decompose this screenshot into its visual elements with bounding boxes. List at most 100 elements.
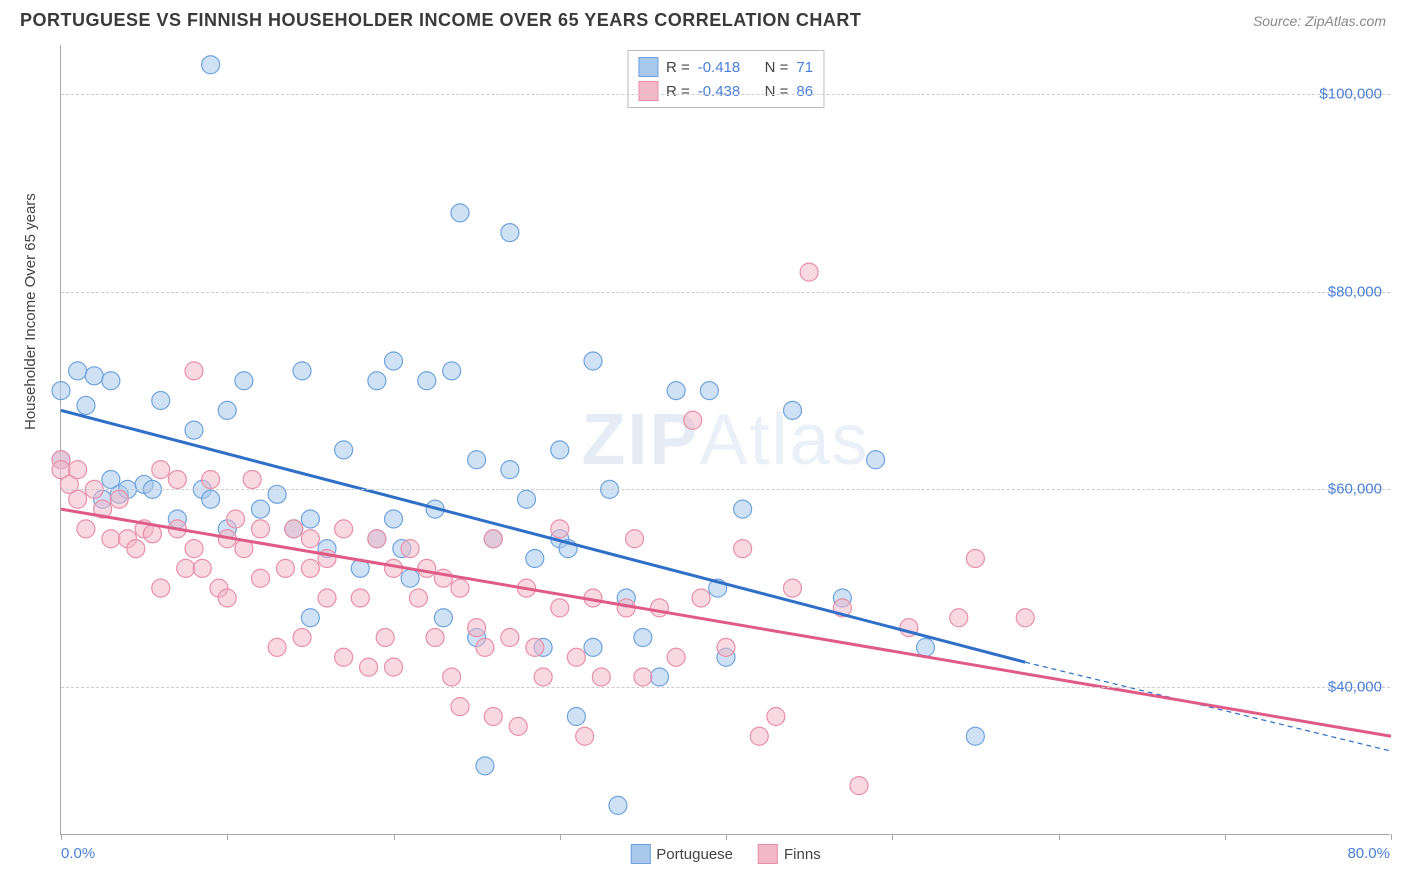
trend-line — [61, 509, 1391, 736]
data-point — [468, 451, 486, 469]
data-point — [69, 362, 87, 380]
x-tick — [1059, 834, 1060, 840]
data-point — [385, 510, 403, 528]
data-point — [551, 520, 569, 538]
data-point — [509, 717, 527, 735]
data-point — [443, 362, 461, 380]
data-point — [168, 471, 186, 489]
data-point — [800, 263, 818, 281]
data-point — [185, 421, 203, 439]
legend-series-name: Finns — [784, 846, 821, 863]
y-tick-label: $60,000 — [1328, 481, 1382, 498]
data-point — [451, 204, 469, 222]
data-point — [534, 668, 552, 686]
data-point — [69, 490, 87, 508]
data-point — [451, 579, 469, 597]
data-point — [966, 550, 984, 568]
r-value: -0.418 — [698, 59, 741, 76]
data-point — [576, 727, 594, 745]
legend-swatch — [638, 81, 658, 101]
trend-line-extension — [1025, 662, 1391, 751]
correlation-legend: R =-0.418 N =71R =-0.438 N =86 — [627, 50, 824, 108]
data-point — [143, 525, 161, 543]
x-tick — [560, 834, 561, 840]
data-point — [85, 367, 103, 385]
legend-swatch — [630, 844, 650, 864]
y-tick-label: $40,000 — [1328, 678, 1382, 695]
data-point — [484, 530, 502, 548]
data-point — [950, 609, 968, 627]
trend-line — [61, 410, 1025, 662]
data-point — [476, 638, 494, 656]
data-point — [966, 727, 984, 745]
y-axis-label: Householder Income Over 65 years — [22, 193, 39, 430]
data-point — [376, 629, 394, 647]
data-point — [409, 589, 427, 607]
correlation-row: R =-0.418 N =71 — [638, 55, 813, 79]
r-label: R = — [666, 83, 690, 100]
series-legend: Portuguese Finns — [630, 844, 820, 864]
gridline — [61, 489, 1390, 490]
data-point — [252, 520, 270, 538]
data-point — [152, 461, 170, 479]
data-point — [368, 530, 386, 548]
data-point — [767, 708, 785, 726]
legend-swatch — [758, 844, 778, 864]
data-point — [301, 530, 319, 548]
chart-plot-area: ZIPAtlas R =-0.418 N =71R =-0.438 N =86 … — [60, 45, 1390, 835]
data-point — [634, 629, 652, 647]
data-point — [368, 372, 386, 390]
legend-item: Finns — [758, 844, 821, 864]
x-tick — [726, 834, 727, 840]
data-point — [667, 648, 685, 666]
data-point — [152, 579, 170, 597]
data-point — [335, 520, 353, 538]
data-point — [476, 757, 494, 775]
data-point — [584, 352, 602, 370]
data-point — [1016, 609, 1034, 627]
data-point — [293, 629, 311, 647]
data-point — [110, 490, 128, 508]
source-label: Source: ZipAtlas.com — [1253, 13, 1386, 29]
data-point — [867, 451, 885, 469]
r-label: R = — [666, 59, 690, 76]
data-point — [750, 727, 768, 745]
data-point — [434, 609, 452, 627]
n-value: 86 — [796, 83, 813, 100]
data-point — [418, 559, 436, 577]
data-point — [360, 658, 378, 676]
data-point — [77, 520, 95, 538]
data-point — [584, 638, 602, 656]
x-tick — [1391, 834, 1392, 840]
data-point — [252, 500, 270, 518]
data-point — [518, 490, 536, 508]
data-point — [293, 362, 311, 380]
data-point — [177, 559, 195, 577]
data-point — [634, 668, 652, 686]
x-axis-max-label: 80.0% — [1347, 845, 1390, 862]
data-point — [443, 668, 461, 686]
data-point — [235, 372, 253, 390]
data-point — [335, 648, 353, 666]
data-point — [734, 500, 752, 518]
data-point — [592, 668, 610, 686]
data-point — [193, 559, 211, 577]
data-point — [651, 599, 669, 617]
data-point — [202, 56, 220, 74]
x-tick — [892, 834, 893, 840]
gridline — [61, 94, 1390, 95]
data-point — [227, 510, 245, 528]
data-point — [667, 382, 685, 400]
data-point — [185, 540, 203, 558]
data-point — [501, 461, 519, 479]
data-point — [102, 530, 120, 548]
correlation-row: R =-0.438 N =86 — [638, 79, 813, 103]
n-value: 71 — [796, 59, 813, 76]
data-point — [626, 530, 644, 548]
data-point — [243, 471, 261, 489]
x-tick — [227, 834, 228, 840]
legend-item: Portuguese — [630, 844, 733, 864]
data-point — [567, 708, 585, 726]
data-point — [152, 392, 170, 410]
data-point — [218, 589, 236, 607]
